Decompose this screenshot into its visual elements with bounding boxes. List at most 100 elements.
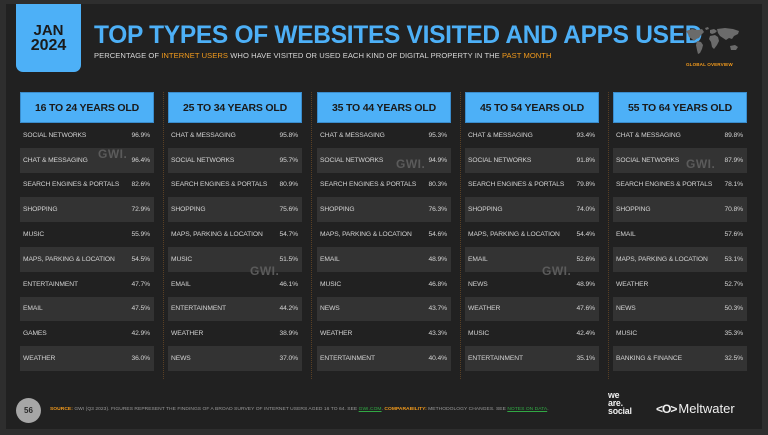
- comparability-label: COMPARABILITY:: [384, 407, 427, 412]
- row-label: NEWS: [468, 280, 488, 288]
- age-column-16-24: 16 TO 24 YEARS OLD SOCIAL NETWORKS 96.9% …: [20, 92, 154, 371]
- notes-on-data-link[interactable]: NOTES ON DATA: [507, 407, 548, 412]
- table-row: MUSIC 35.3%: [613, 321, 747, 346]
- date-year: 2024: [30, 36, 67, 54]
- row-label: MAPS, PARKING & LOCATION: [320, 231, 412, 239]
- footer: 56 SOURCE: GWI (Q3 2023). FIGURES REPRES…: [6, 391, 762, 426]
- date-month: JAN: [33, 21, 64, 39]
- gwi-link[interactable]: GWI.COM: [358, 407, 382, 412]
- row-label: EMAIL: [171, 280, 191, 288]
- row-value: 35.1%: [576, 355, 596, 363]
- row-label: SEARCH ENGINES & PORTALS: [171, 181, 268, 189]
- row-value: 54.5%: [131, 255, 151, 263]
- table-row: CHAT & MESSAGING 95.8%: [168, 123, 302, 148]
- table-row: ENTERTAINMENT 47.7%: [20, 272, 154, 297]
- row-value: 95.3%: [428, 131, 448, 139]
- table-row: MAPS, PARKING & LOCATION 54.5%: [20, 246, 154, 272]
- comparability-text: METHODOLOGY CHANGES. SEE: [426, 407, 508, 412]
- logo-text: social: [608, 406, 632, 416]
- row-value: 43.7%: [428, 305, 448, 313]
- row-value: 42.4%: [576, 330, 596, 338]
- table-row: SEARCH ENGINES & PORTALS 79.8%: [465, 173, 599, 198]
- row-value: 91.8%: [576, 156, 596, 164]
- row-value: 37.0%: [279, 355, 299, 363]
- table-row: SEARCH ENGINES & PORTALS 78.1%: [613, 173, 747, 198]
- table-row: MAPS, PARKING & LOCATION 54.4%: [465, 222, 599, 247]
- table-row: MUSIC 51.5%: [168, 246, 302, 272]
- table-row: NEWS 48.9%: [465, 272, 599, 297]
- table-row: WEATHER 36.0%: [20, 346, 154, 371]
- table-row: CHAT & MESSAGING 89.8%: [613, 123, 747, 148]
- source-note: SOURCE: GWI (Q3 2023). FIGURES REPRESENT…: [50, 407, 549, 412]
- row-label: ENTERTAINMENT: [468, 355, 523, 363]
- row-label: SOCIAL NETWORKS: [23, 131, 87, 139]
- table-row: EMAIL 57.6%: [613, 222, 747, 247]
- row-label: WEATHER: [468, 305, 501, 313]
- row-value: 80.3%: [428, 181, 448, 189]
- row-value: 48.9%: [428, 255, 448, 263]
- row-value: 32.5%: [724, 355, 744, 363]
- table-row: ENTERTAINMENT 40.4%: [317, 346, 451, 371]
- row-value: 70.8%: [724, 206, 744, 214]
- table-row: SOCIAL NETWORKS 95.7%: [168, 147, 302, 173]
- subtitle-text: WHO HAVE VISITED OR USED EACH KIND OF DI…: [228, 51, 502, 60]
- row-value: 89.8%: [724, 131, 744, 139]
- column-divider: [608, 92, 609, 379]
- world-map-icon: [686, 27, 739, 54]
- we-are-social-logo: we are. social: [608, 391, 632, 416]
- row-value: 87.9%: [724, 156, 744, 164]
- row-label: SOCIAL NETWORKS: [171, 156, 235, 164]
- row-label: SEARCH ENGINES & PORTALS: [320, 181, 417, 189]
- table-row: NEWS 50.3%: [613, 296, 747, 322]
- column-header: 35 TO 44 YEARS OLD: [317, 92, 451, 123]
- meltwater-wordmark: Meltwater: [678, 401, 735, 416]
- row-label: SOCIAL NETWORKS: [320, 156, 384, 164]
- row-label: CHAT & MESSAGING: [616, 131, 681, 139]
- row-value: 76.3%: [428, 206, 448, 214]
- row-value: 47.6%: [576, 305, 596, 313]
- row-value: 96.4%: [131, 156, 151, 164]
- column-header: 25 TO 34 YEARS OLD: [168, 92, 302, 123]
- row-label: SHOPPING: [23, 206, 58, 214]
- row-value: 74.0%: [576, 206, 596, 214]
- column-divider: [311, 92, 312, 379]
- row-label: CHAT & MESSAGING: [171, 131, 236, 139]
- row-value: 94.9%: [428, 156, 448, 164]
- column-header: 45 TO 54 YEARS OLD: [465, 92, 599, 123]
- row-value: 40.4%: [428, 355, 448, 363]
- row-label: MAPS, PARKING & LOCATION: [468, 231, 560, 239]
- row-value: 55.9%: [131, 231, 151, 239]
- page-title: TOP TYPES OF WEBSITES VISITED AND APPS U…: [94, 21, 703, 49]
- row-label: MUSIC: [23, 231, 45, 239]
- table-row: NEWS 37.0%: [168, 346, 302, 371]
- row-value: 42.9%: [131, 330, 151, 338]
- table-row: SOCIAL NETWORKS 96.9%: [20, 123, 154, 148]
- row-label: SEARCH ENGINES & PORTALS: [616, 181, 713, 189]
- row-label: BANKING & FINANCE: [616, 355, 682, 363]
- age-column-55-64: 55 TO 64 YEARS OLD CHAT & MESSAGING 89.8%…: [613, 92, 747, 371]
- table-row: SHOPPING 70.8%: [613, 197, 747, 223]
- age-column-45-54: 45 TO 54 YEARS OLD CHAT & MESSAGING 93.4%…: [465, 92, 599, 371]
- table-row: CHAT & MESSAGING 93.4%: [465, 123, 599, 148]
- row-value: 78.1%: [724, 181, 744, 189]
- table-row: MAPS, PARKING & LOCATION 53.1%: [613, 246, 747, 272]
- row-label: MUSIC: [171, 255, 193, 263]
- row-label: MAPS, PARKING & LOCATION: [616, 255, 708, 263]
- row-label: SHOPPING: [468, 206, 503, 214]
- age-columns: 16 TO 24 YEARS OLD SOCIAL NETWORKS 96.9% …: [6, 92, 762, 382]
- table-row: SEARCH ENGINES & PORTALS 82.6%: [20, 173, 154, 198]
- meltwater-icon: <O>: [656, 401, 677, 416]
- row-value: 47.5%: [131, 305, 151, 313]
- row-value: 79.8%: [576, 181, 596, 189]
- table-row: ENTERTAINMENT 35.1%: [465, 346, 599, 371]
- row-value: 95.8%: [279, 131, 299, 139]
- row-value: 44.2%: [279, 305, 299, 313]
- row-value: 52.7%: [724, 280, 744, 288]
- row-label: ENTERTAINMENT: [320, 355, 375, 363]
- table-row: SHOPPING 74.0%: [465, 197, 599, 223]
- row-label: WEATHER: [320, 330, 353, 338]
- row-value: 96.9%: [131, 131, 151, 139]
- table-row: SOCIAL NETWORKS 87.9%: [613, 147, 747, 173]
- table-row: MAPS, PARKING & LOCATION 54.6%: [317, 222, 451, 247]
- row-value: 57.6%: [724, 231, 744, 239]
